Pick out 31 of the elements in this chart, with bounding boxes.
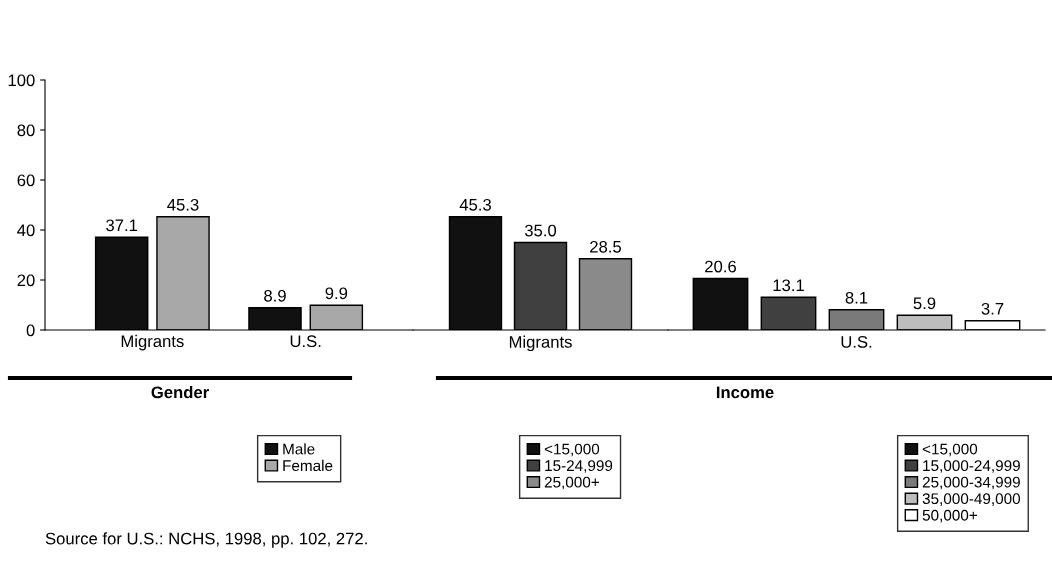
data-label: 9.9 xyxy=(325,287,348,300)
source-note: Source for U.S.: NCHS, 1998, pp. 102, 272. xyxy=(45,532,367,548)
legend-label: <15,000 xyxy=(922,443,978,457)
data-label: 20.6 xyxy=(705,260,736,273)
data-label: 45.3 xyxy=(459,198,491,211)
legend-label: 25,000-34,999 xyxy=(922,476,1020,490)
y-tick-label: 0 xyxy=(26,324,35,337)
legend-label: Female xyxy=(283,459,333,472)
legend-label: 35,000-49,000 xyxy=(922,493,1021,506)
data-label: 45.3 xyxy=(167,198,199,211)
data-label: 28.5 xyxy=(590,240,622,253)
text: Gender xyxy=(151,386,209,399)
legend-label: 15-24,999 xyxy=(545,460,613,473)
y-tick-label: 40 xyxy=(17,224,35,237)
legend-label: <15,000 xyxy=(544,443,600,457)
data-label: 35.0 xyxy=(524,224,557,237)
data-label: 13.1 xyxy=(773,279,804,292)
legend-label: Male xyxy=(283,443,315,455)
y-tick-label: 60 xyxy=(17,174,35,187)
data-label: 3.7 xyxy=(981,302,1004,315)
legend-label: 15,000-24,999 xyxy=(923,460,1020,473)
text: Income xyxy=(716,386,774,399)
y-tick-label: 80 xyxy=(17,124,35,137)
legend-label: 50,000+ xyxy=(922,509,977,523)
data-label: 8.9 xyxy=(264,289,286,302)
y-tick-label: 100 xyxy=(8,74,35,87)
data-label: 5.9 xyxy=(913,297,936,310)
legend-label: 25,000+ xyxy=(544,476,599,490)
data-label: 8.1 xyxy=(845,291,868,304)
y-tick-label: 20 xyxy=(17,274,35,287)
data-label: 37.1 xyxy=(106,219,138,232)
